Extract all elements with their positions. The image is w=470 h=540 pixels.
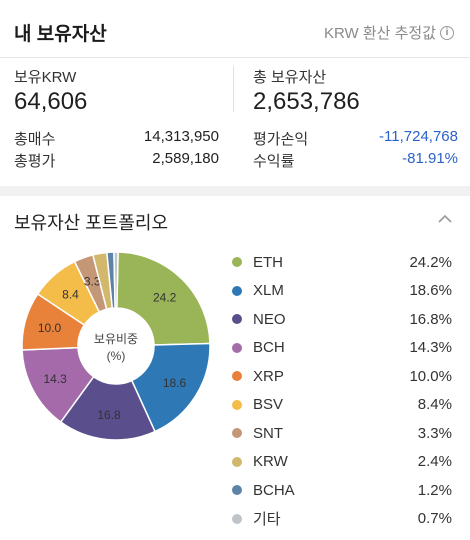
legend-item: BCH 14.3% <box>230 334 452 363</box>
slice-value-label: 8.4 <box>62 288 79 302</box>
slice-value-label: 10.0 <box>38 321 62 335</box>
total-eval-label: 총평가 <box>14 153 56 170</box>
legend-asset-name: XRP <box>253 367 284 385</box>
legend-asset-percent: 8.4% <box>417 396 452 414</box>
portfolio-header[interactable]: 보유자산 포트폴리오 <box>0 196 470 240</box>
portfolio-title: 보유자산 포트폴리오 <box>14 213 169 233</box>
legend-asset-percent: 2.4% <box>417 453 452 471</box>
asset-summary: 보유KRW 64,606 총매수 14,313,950 총평가 2,589,18… <box>0 58 470 186</box>
legend-asset-name: BCH <box>253 339 285 357</box>
summary-divider <box>233 66 234 112</box>
total-buy-label: 총매수 <box>14 131 56 148</box>
info-icon[interactable]: i <box>440 25 454 40</box>
total-assets-label: 총 보유자산 <box>253 69 327 86</box>
header: 내 보유자산 KRW 환산 추정값 i <box>0 0 470 58</box>
donut-center <box>79 309 153 383</box>
donut-slice-NEO[interactable] <box>59 375 156 441</box>
donut-slice-XLM[interactable] <box>130 342 211 433</box>
portfolio-legend: ETH 24.2% XLM 18.6% NEO 16.8% BCH 14.3% XRP 10.0%… <box>230 248 452 533</box>
legend-item: ETH 24.2% <box>230 248 452 277</box>
total-eval-row: 총평가 2,589,180 <box>14 150 219 171</box>
slice-value-label: 14.3 <box>44 372 68 386</box>
total-buy-value: 14,313,950 <box>143 128 219 145</box>
pnl-label: 평가손익 <box>253 131 309 148</box>
donut-slice-기타[interactable] <box>113 251 119 309</box>
legend-color-dot <box>232 257 242 268</box>
legend-asset-percent: 10.0% <box>409 367 452 385</box>
legend-asset-percent: 0.7% <box>417 510 452 528</box>
legend-asset-name: 기타 <box>253 511 281 529</box>
legend-item: BSV 8.4% <box>230 391 452 420</box>
legend-asset-name: SNT <box>253 424 283 442</box>
slice-value-label: 18.6 <box>163 376 187 390</box>
legend-asset-name: KRW <box>253 453 288 471</box>
legend-asset-name: NEO <box>253 310 286 328</box>
donut-center-label: 보유비중 <box>94 332 138 346</box>
portfolio-donut-chart: 24.2 18.6 16.8 14.3 10.0 8.4 3.3 보유비중 (%) <box>16 246 216 446</box>
legend-asset-name: ETH <box>253 253 283 271</box>
legend-color-dot <box>232 428 242 439</box>
return-label: 수익률 <box>253 153 295 170</box>
return-value: -81.91% <box>402 150 458 167</box>
legend-color-dot <box>232 342 242 353</box>
legend-item: KRW 2.4% <box>230 448 452 477</box>
krw-holding-label: 보유KRW <box>14 69 77 86</box>
legend-asset-name: XLM <box>253 282 284 300</box>
legend-asset-name: BCHA <box>253 481 295 499</box>
krw-estimate-note[interactable]: KRW 환산 추정값 i <box>324 22 454 43</box>
total-assets-value: 2,653,786 <box>253 88 360 115</box>
return-row: 수익률 -81.91% <box>253 150 458 171</box>
section-separator <box>0 186 470 196</box>
chevron-up-icon[interactable] <box>438 212 452 226</box>
donut-slice-ETH[interactable] <box>116 251 211 346</box>
krw-estimate-label: KRW 환산 추정값 <box>323 25 436 42</box>
legend-asset-percent: 18.6% <box>409 282 452 300</box>
legend-asset-percent: 16.8% <box>409 310 452 328</box>
legend-asset-percent: 3.3% <box>417 424 452 442</box>
legend-item: BCHA 1.2% <box>230 476 452 505</box>
krw-holding-value: 64,606 <box>14 88 88 115</box>
slice-value-label: 3.3 <box>84 275 101 289</box>
total-eval-value: 2,589,180 <box>152 150 219 167</box>
total-buy-row: 총매수 14,313,950 <box>14 128 219 149</box>
legend-color-dot <box>232 285 242 296</box>
legend-item: XLM 18.6% <box>230 277 452 306</box>
legend-asset-percent: 1.2% <box>417 481 452 499</box>
legend-color-dot <box>232 485 242 496</box>
slice-value-label: 24.2 <box>153 291 177 305</box>
legend-asset-name: BSV <box>253 396 284 414</box>
legend-asset-percent: 14.3% <box>409 339 452 357</box>
slice-value-label: 16.8 <box>97 408 121 422</box>
page-title: 내 보유자산 <box>14 24 107 45</box>
legend-asset-percent: 24.2% <box>409 253 452 271</box>
legend-color-dot <box>232 513 242 524</box>
legend-item: NEO 16.8% <box>230 305 452 334</box>
legend-color-dot <box>232 371 242 382</box>
legend-color-dot <box>232 399 242 410</box>
pnl-value: -11,724,768 <box>379 128 458 145</box>
legend-item: SNT 3.3% <box>230 419 452 448</box>
legend-color-dot <box>232 314 242 325</box>
pnl-row: 평가손익 -11,724,768 <box>253 128 458 149</box>
donut-svg: 24.2 18.6 16.8 14.3 10.0 8.4 3.3 보유비중 (%) <box>21 251 211 441</box>
donut-center-unit: (%) <box>107 349 126 363</box>
legend-item: XRP 10.0% <box>230 362 452 391</box>
legend-color-dot <box>232 456 242 467</box>
legend-item: 기타 0.7% <box>230 505 452 534</box>
